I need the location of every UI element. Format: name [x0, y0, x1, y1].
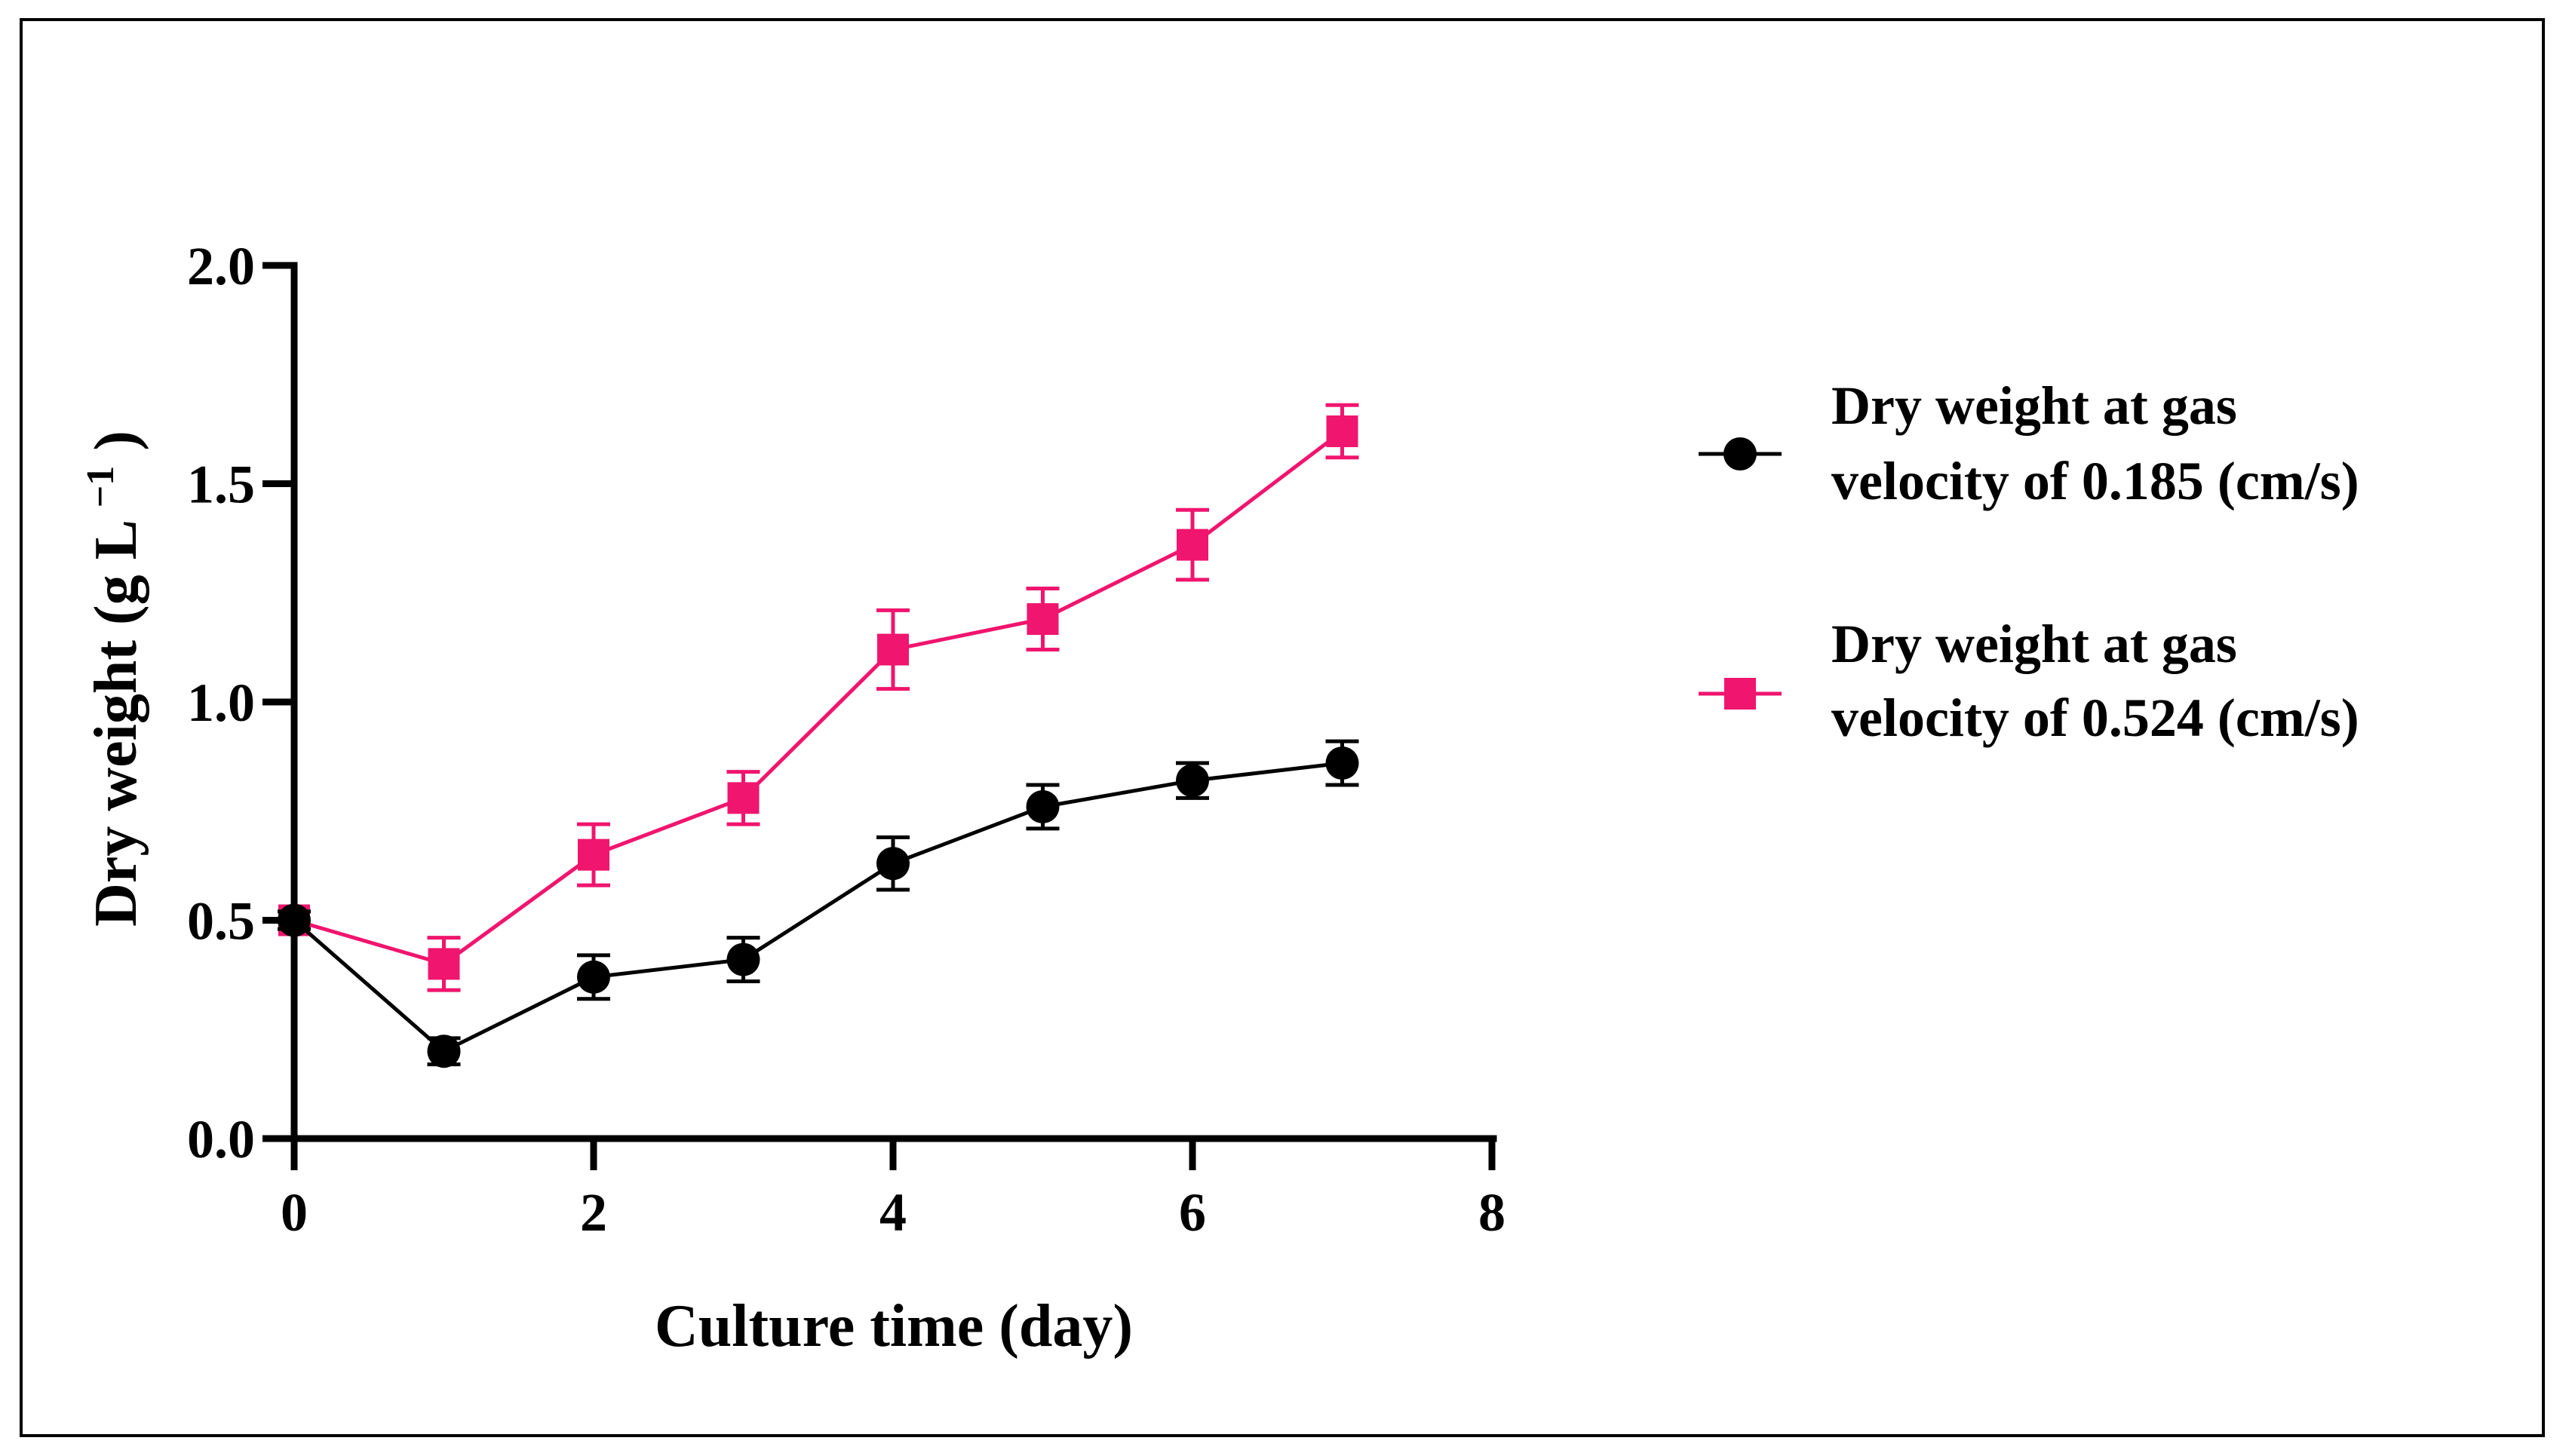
- y-tick-label: 0.5: [187, 891, 255, 952]
- x-tick-label: 2: [580, 1182, 607, 1243]
- figure-frame: [20, 18, 2545, 1437]
- legend-marker: [1723, 437, 1757, 471]
- data-point: [1176, 764, 1209, 798]
- data-point: [278, 903, 311, 937]
- legend-label-line2: velocity of 0.185 (cm/s): [1831, 451, 2359, 511]
- y-axis-title: Dry weight (g L −1 ): [60, 431, 149, 927]
- y-axis-title-close: ): [83, 431, 149, 451]
- axes: 0 2 4 6 8 0.0 0.5 1.0 1.5 2.0: [187, 236, 1505, 1243]
- series-layer: [278, 403, 1359, 1068]
- data-point: [578, 838, 609, 871]
- x-tick-label: 4: [879, 1182, 907, 1243]
- y-axis-title-main: Dry weight (g L: [83, 522, 149, 927]
- y-tick-label: 1.0: [187, 673, 255, 733]
- legend-entry-1: Dry weight at gas velocity of 0.185 (cm/s…: [1699, 375, 2359, 511]
- series-2: [278, 403, 1359, 992]
- data-point: [726, 943, 760, 976]
- data-point: [577, 960, 610, 994]
- data-point: [1026, 789, 1060, 823]
- legend-label-line1: Dry weight at gas: [1831, 375, 2237, 436]
- data-point: [428, 948, 460, 980]
- y-tick-label: 0.0: [187, 1109, 255, 1169]
- series-line: [293, 430, 1344, 967]
- data-point: [1027, 602, 1059, 635]
- legend-entry-2: Dry weight at gas velocity of 0.524 (cm/s…: [1699, 614, 2359, 748]
- x-tick-label: 8: [1478, 1182, 1505, 1243]
- legend: Dry weight at gas velocity of 0.185 (cm/s…: [1699, 375, 2359, 748]
- legend-label-line2: velocity of 0.524 (cm/s): [1831, 688, 2359, 748]
- data-point: [1325, 746, 1359, 780]
- x-axis-title: Culture time (day): [655, 1293, 1133, 1359]
- series-line: [293, 761, 1343, 1054]
- data-point: [877, 633, 909, 666]
- data-point: [876, 847, 910, 881]
- data-point: [427, 1035, 461, 1068]
- x-tick-label: 6: [1179, 1182, 1206, 1243]
- data-point: [727, 782, 760, 814]
- legend-marker: [1724, 678, 1756, 710]
- y-tick-label: 2.0: [187, 236, 255, 296]
- data-point: [1177, 529, 1208, 561]
- legend-label-line1: Dry weight at gas: [1831, 614, 2237, 674]
- x-tick-label: 0: [281, 1182, 308, 1243]
- y-tick-label: 1.5: [187, 455, 255, 515]
- data-point: [1326, 415, 1358, 448]
- series-1: [278, 739, 1359, 1068]
- y-axis-title-sup: −1: [79, 466, 122, 508]
